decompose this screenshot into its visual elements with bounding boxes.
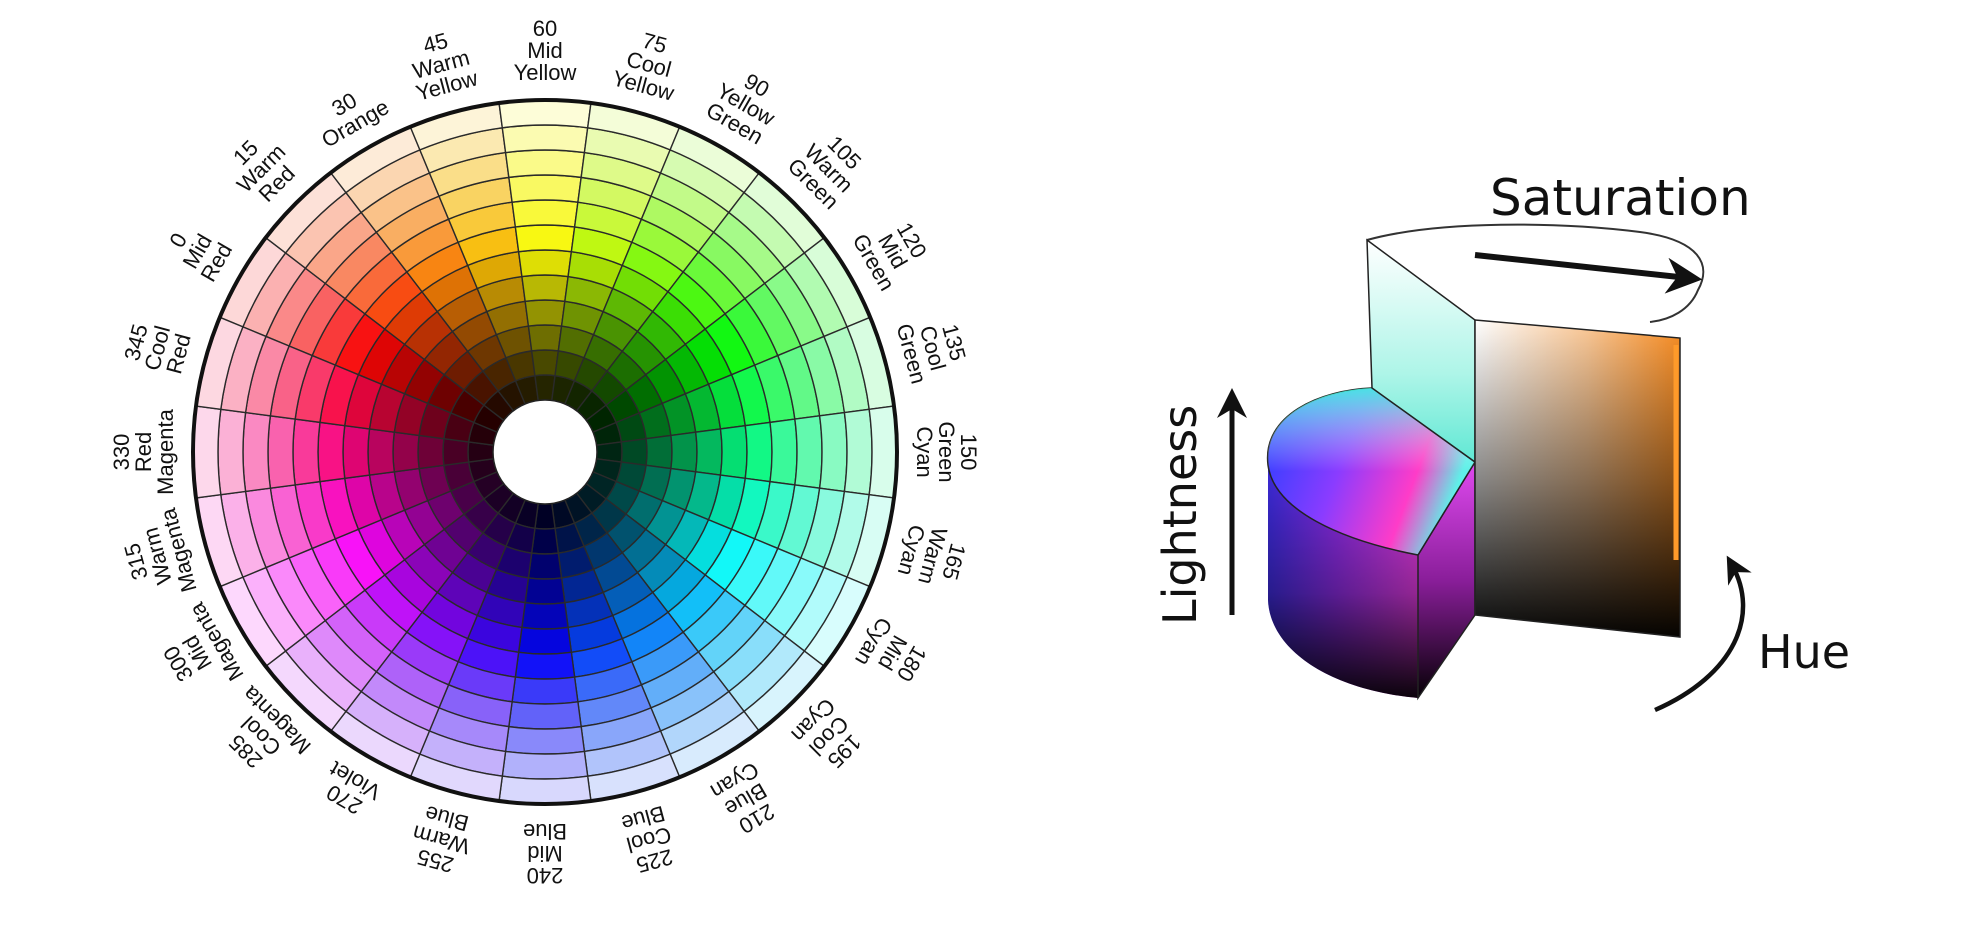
hue-label-line: Mid xyxy=(527,38,562,63)
wheel-cell xyxy=(517,249,573,278)
wheel-cell xyxy=(511,676,579,705)
wheel-cell xyxy=(514,224,576,253)
wheel-cell xyxy=(508,701,582,730)
cylinder-top-outline xyxy=(1366,223,1705,323)
hue-label-line: 240 xyxy=(527,863,564,888)
hsl-cylinder-model: Saturation Lightness Hue xyxy=(1153,169,1850,713)
color-wheel: 0MidRed15WarmRed30Orange45WarmYellow60Mi… xyxy=(109,16,981,888)
wheel-cell xyxy=(192,405,222,499)
color-wheel-outline xyxy=(191,98,899,806)
cylinder-top-highlight xyxy=(1267,388,1475,555)
wheel-cell xyxy=(818,411,848,493)
color-wheel-center-hole xyxy=(492,399,598,505)
wheel-cell xyxy=(514,651,576,680)
wheel-cell xyxy=(417,434,445,470)
hue-label-line: Yellow xyxy=(514,60,577,85)
hue-label-line: Cyan xyxy=(912,426,937,477)
wheel-cell xyxy=(517,626,573,655)
wheel-cell xyxy=(442,437,470,467)
hue-label-line: Magenta xyxy=(153,408,178,494)
wheel-cell xyxy=(524,299,566,327)
wheel-cell xyxy=(868,405,898,499)
wheel-cell xyxy=(217,408,247,496)
saturation-label: Saturation xyxy=(1490,169,1751,227)
wheel-cell xyxy=(498,775,592,805)
wheel-cell xyxy=(498,99,592,129)
wheel-cell xyxy=(524,577,566,605)
wheel-cell xyxy=(527,324,563,352)
hue-label-line: Red xyxy=(131,432,156,472)
hue-label-line: Mid xyxy=(527,841,562,866)
hue-label-line: Green xyxy=(934,421,959,482)
hue-label-line: 330 xyxy=(109,434,134,471)
wheel-cell xyxy=(501,124,589,154)
wheel-cell xyxy=(530,527,560,555)
wheel-cell xyxy=(719,424,748,480)
lightness-label: Lightness xyxy=(1153,405,1207,625)
wheel-cell xyxy=(843,408,873,496)
wheel-cell xyxy=(794,415,823,489)
right-cut-face-tint xyxy=(1475,320,1680,637)
wheel-cell xyxy=(620,437,648,467)
wheel-cell xyxy=(504,149,586,179)
wheel-cell xyxy=(530,349,560,377)
wheel-cell xyxy=(670,431,698,473)
wheel-cell xyxy=(501,750,589,780)
wheel-cell xyxy=(521,274,569,303)
hue-label-line: 60 xyxy=(533,16,557,41)
wheel-cell xyxy=(342,424,371,480)
wheel-cell xyxy=(527,552,563,580)
hue-label-line: 150 xyxy=(956,434,981,471)
wheel-cell xyxy=(504,725,586,755)
hue-label-line: Blue xyxy=(523,819,567,844)
wheel-cell xyxy=(367,428,396,476)
wheel-cell xyxy=(511,199,579,228)
cylinder-side-shade xyxy=(1268,465,1418,698)
hue-arrow xyxy=(1654,555,1752,713)
hue-label: Hue xyxy=(1758,625,1850,679)
wheel-cell xyxy=(267,415,296,489)
wheel-cell xyxy=(769,418,798,486)
wheel-cell xyxy=(292,418,321,486)
wheel-cell xyxy=(242,411,272,493)
wheel-cell xyxy=(645,434,673,470)
wheel-cell xyxy=(521,601,569,630)
wheel-cell xyxy=(744,421,773,483)
wheel-cell xyxy=(694,428,723,476)
wheel-cell xyxy=(508,174,582,203)
saturation-arrow xyxy=(1474,252,1703,294)
wheel-cell xyxy=(317,421,346,483)
right-cut-face-edge xyxy=(1474,319,1681,638)
wheel-cell xyxy=(392,431,420,473)
